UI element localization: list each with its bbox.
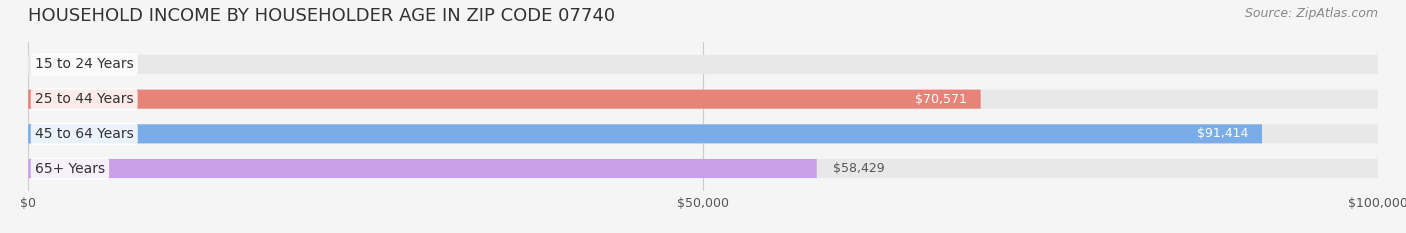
Text: 45 to 64 Years: 45 to 64 Years <box>35 127 134 141</box>
FancyBboxPatch shape <box>28 124 1378 143</box>
Text: $91,414: $91,414 <box>1197 127 1249 140</box>
Text: 15 to 24 Years: 15 to 24 Years <box>35 58 134 72</box>
FancyBboxPatch shape <box>28 159 817 178</box>
Text: $58,429: $58,429 <box>832 162 884 175</box>
Text: HOUSEHOLD INCOME BY HOUSEHOLDER AGE IN ZIP CODE 07740: HOUSEHOLD INCOME BY HOUSEHOLDER AGE IN Z… <box>28 7 616 25</box>
FancyBboxPatch shape <box>28 159 1378 178</box>
Text: 25 to 44 Years: 25 to 44 Years <box>35 92 134 106</box>
Text: $0: $0 <box>45 58 60 71</box>
FancyBboxPatch shape <box>28 124 1263 143</box>
Text: $70,571: $70,571 <box>915 93 967 106</box>
FancyBboxPatch shape <box>28 90 1378 109</box>
Text: Source: ZipAtlas.com: Source: ZipAtlas.com <box>1244 7 1378 20</box>
FancyBboxPatch shape <box>28 55 1378 74</box>
Text: 65+ Years: 65+ Years <box>35 161 105 175</box>
FancyBboxPatch shape <box>28 90 980 109</box>
